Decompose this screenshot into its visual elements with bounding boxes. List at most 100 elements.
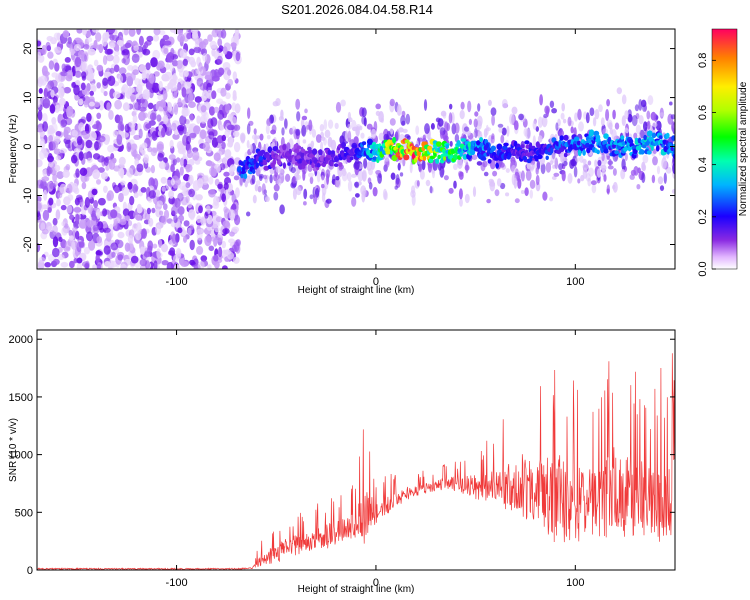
noise-blob <box>162 76 171 82</box>
noise-blob <box>91 29 100 33</box>
noise-blob <box>138 128 143 139</box>
signal-spread-blob <box>378 132 385 141</box>
colorbar-tick-label: 0.4 <box>697 157 709 172</box>
noise-blob <box>89 131 97 142</box>
signal-spread-blob <box>454 122 460 134</box>
noise-blob <box>161 243 168 253</box>
noise-blob <box>62 169 70 178</box>
signal-spread-blob <box>505 192 510 197</box>
noise-blob <box>84 197 90 208</box>
signal-spread-blob <box>472 186 477 197</box>
noise-blob <box>96 64 104 72</box>
signal-core-blob <box>479 137 484 143</box>
noise-blob <box>81 182 87 190</box>
signal-spread-blob <box>458 171 464 180</box>
signal-spread-blob <box>301 115 308 121</box>
noise-blob <box>71 129 79 137</box>
noise-blob <box>120 124 125 132</box>
noise-blob <box>161 260 169 266</box>
signal-core-blob <box>522 155 527 161</box>
signal-spread-blob <box>605 109 610 121</box>
signal-core-blob <box>520 144 525 149</box>
noise-blob <box>37 51 42 59</box>
signal-core-blob <box>436 141 442 147</box>
spectrogram-x-tick-label: 100 <box>566 276 584 288</box>
spectrogram-y-tick-label: 0 <box>22 143 34 149</box>
noise-blob <box>147 245 153 254</box>
noise-blob <box>47 51 54 59</box>
signal-spread-blob <box>409 161 413 174</box>
noise-blob <box>58 236 63 242</box>
noise-blob <box>163 40 172 46</box>
noise-blob <box>60 119 68 127</box>
noise-blob <box>73 43 82 52</box>
noise-blob <box>136 29 142 35</box>
noise-blob <box>98 43 104 54</box>
noise-blob <box>177 206 185 216</box>
signal-core-blob <box>437 154 442 160</box>
noise-blob <box>183 220 190 227</box>
signal-spread-blob <box>526 161 531 170</box>
noise-blob <box>60 71 68 77</box>
signal-spread-blob <box>596 168 601 178</box>
noise-blob <box>138 111 146 122</box>
noise-blob <box>163 114 169 125</box>
signal-spread-blob <box>463 126 470 132</box>
signal-spread-blob <box>525 169 532 181</box>
signal-spread-blob <box>612 168 617 176</box>
snr-y-tick-label: 1500 <box>9 392 33 404</box>
spectrogram-y-tick-label: -10 <box>22 188 34 204</box>
noise-blob <box>78 98 84 106</box>
signal-spread-blob <box>328 119 334 129</box>
noise-blob <box>41 65 48 76</box>
noise-blob <box>228 136 234 148</box>
signal-spread-blob <box>670 114 675 120</box>
signal-spread-blob <box>363 158 368 169</box>
signal-spread-blob <box>321 136 326 141</box>
noise-blob <box>78 151 84 161</box>
signal-core-blob <box>659 139 664 144</box>
noise-blob <box>201 175 209 185</box>
signal-core-blob <box>623 146 628 152</box>
colorbar-label: Normalized spectral amplitude <box>738 81 749 216</box>
noise-blob <box>57 191 63 199</box>
noise-blob <box>88 101 95 107</box>
noise-blob <box>82 29 87 36</box>
signal-core-blob <box>641 144 647 149</box>
signal-spread-blob <box>375 103 382 110</box>
signal-spread-blob <box>316 170 321 183</box>
signal-core-blob <box>537 154 543 160</box>
noise-blob <box>202 141 210 152</box>
noise-blob <box>174 129 179 136</box>
noise-blob <box>117 114 123 125</box>
noise-blob <box>50 89 55 98</box>
noise-blob <box>123 29 129 36</box>
signal-spread-blob <box>656 165 661 175</box>
signal-spread-blob <box>607 165 614 170</box>
signal-spread-blob <box>577 178 581 184</box>
noise-blob <box>186 32 192 40</box>
noise-blob <box>136 206 143 214</box>
signal-spread-blob <box>506 125 510 137</box>
signal-core-blob <box>404 139 410 144</box>
signal-core-blob <box>665 132 670 139</box>
signal-spread-blob <box>489 179 496 192</box>
noise-blob <box>133 192 139 199</box>
spectrogram-x-tick-label: -100 <box>166 276 188 288</box>
colorbar-ticks: 0.0 0.2 0.4 0.6 0.8 <box>697 53 716 277</box>
noise-blob <box>225 92 231 100</box>
signal-spread-blob <box>335 176 340 181</box>
signal-spread-blob <box>284 118 288 129</box>
signal-core-blob <box>298 163 304 170</box>
signal-spread-blob <box>327 136 333 148</box>
noise-blob <box>116 39 123 46</box>
noise-blob <box>161 186 166 192</box>
noise-blob <box>177 124 185 132</box>
noise-blob <box>103 185 108 193</box>
noise-blob <box>183 70 189 77</box>
signal-spread-blob <box>395 174 400 185</box>
noise-blob <box>63 86 72 94</box>
signal-spread-blob <box>361 107 367 118</box>
signal-spread-blob <box>429 185 433 194</box>
